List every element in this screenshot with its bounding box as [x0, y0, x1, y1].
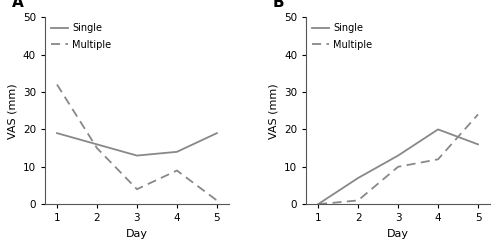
Multiple — [174, 169, 180, 172]
Single — [355, 177, 361, 180]
Single — [134, 154, 140, 157]
Y-axis label: VAS (mm): VAS (mm) — [268, 83, 278, 138]
Single — [214, 132, 220, 135]
Text: B: B — [273, 0, 284, 10]
Multiple — [54, 83, 60, 86]
Multiple — [315, 203, 321, 206]
Single — [174, 150, 180, 153]
Legend: Single, Multiple: Single, Multiple — [308, 19, 376, 54]
Single — [54, 132, 60, 135]
Single — [315, 203, 321, 206]
Multiple — [475, 113, 481, 116]
Multiple — [435, 158, 441, 161]
Multiple — [94, 147, 100, 150]
Multiple — [134, 188, 140, 191]
Single — [94, 143, 100, 146]
Line: Multiple: Multiple — [57, 85, 217, 200]
Single — [395, 154, 401, 157]
Line: Single: Single — [57, 133, 217, 155]
Legend: Single, Multiple: Single, Multiple — [47, 19, 115, 54]
Y-axis label: VAS (mm): VAS (mm) — [8, 83, 18, 138]
Line: Multiple: Multiple — [318, 114, 478, 204]
X-axis label: Day: Day — [387, 229, 409, 239]
Single — [475, 143, 481, 146]
Text: A: A — [12, 0, 24, 10]
Single — [435, 128, 441, 131]
Multiple — [214, 199, 220, 202]
Line: Single: Single — [318, 129, 478, 204]
Multiple — [395, 165, 401, 168]
Multiple — [355, 199, 361, 202]
X-axis label: Day: Day — [126, 229, 148, 239]
